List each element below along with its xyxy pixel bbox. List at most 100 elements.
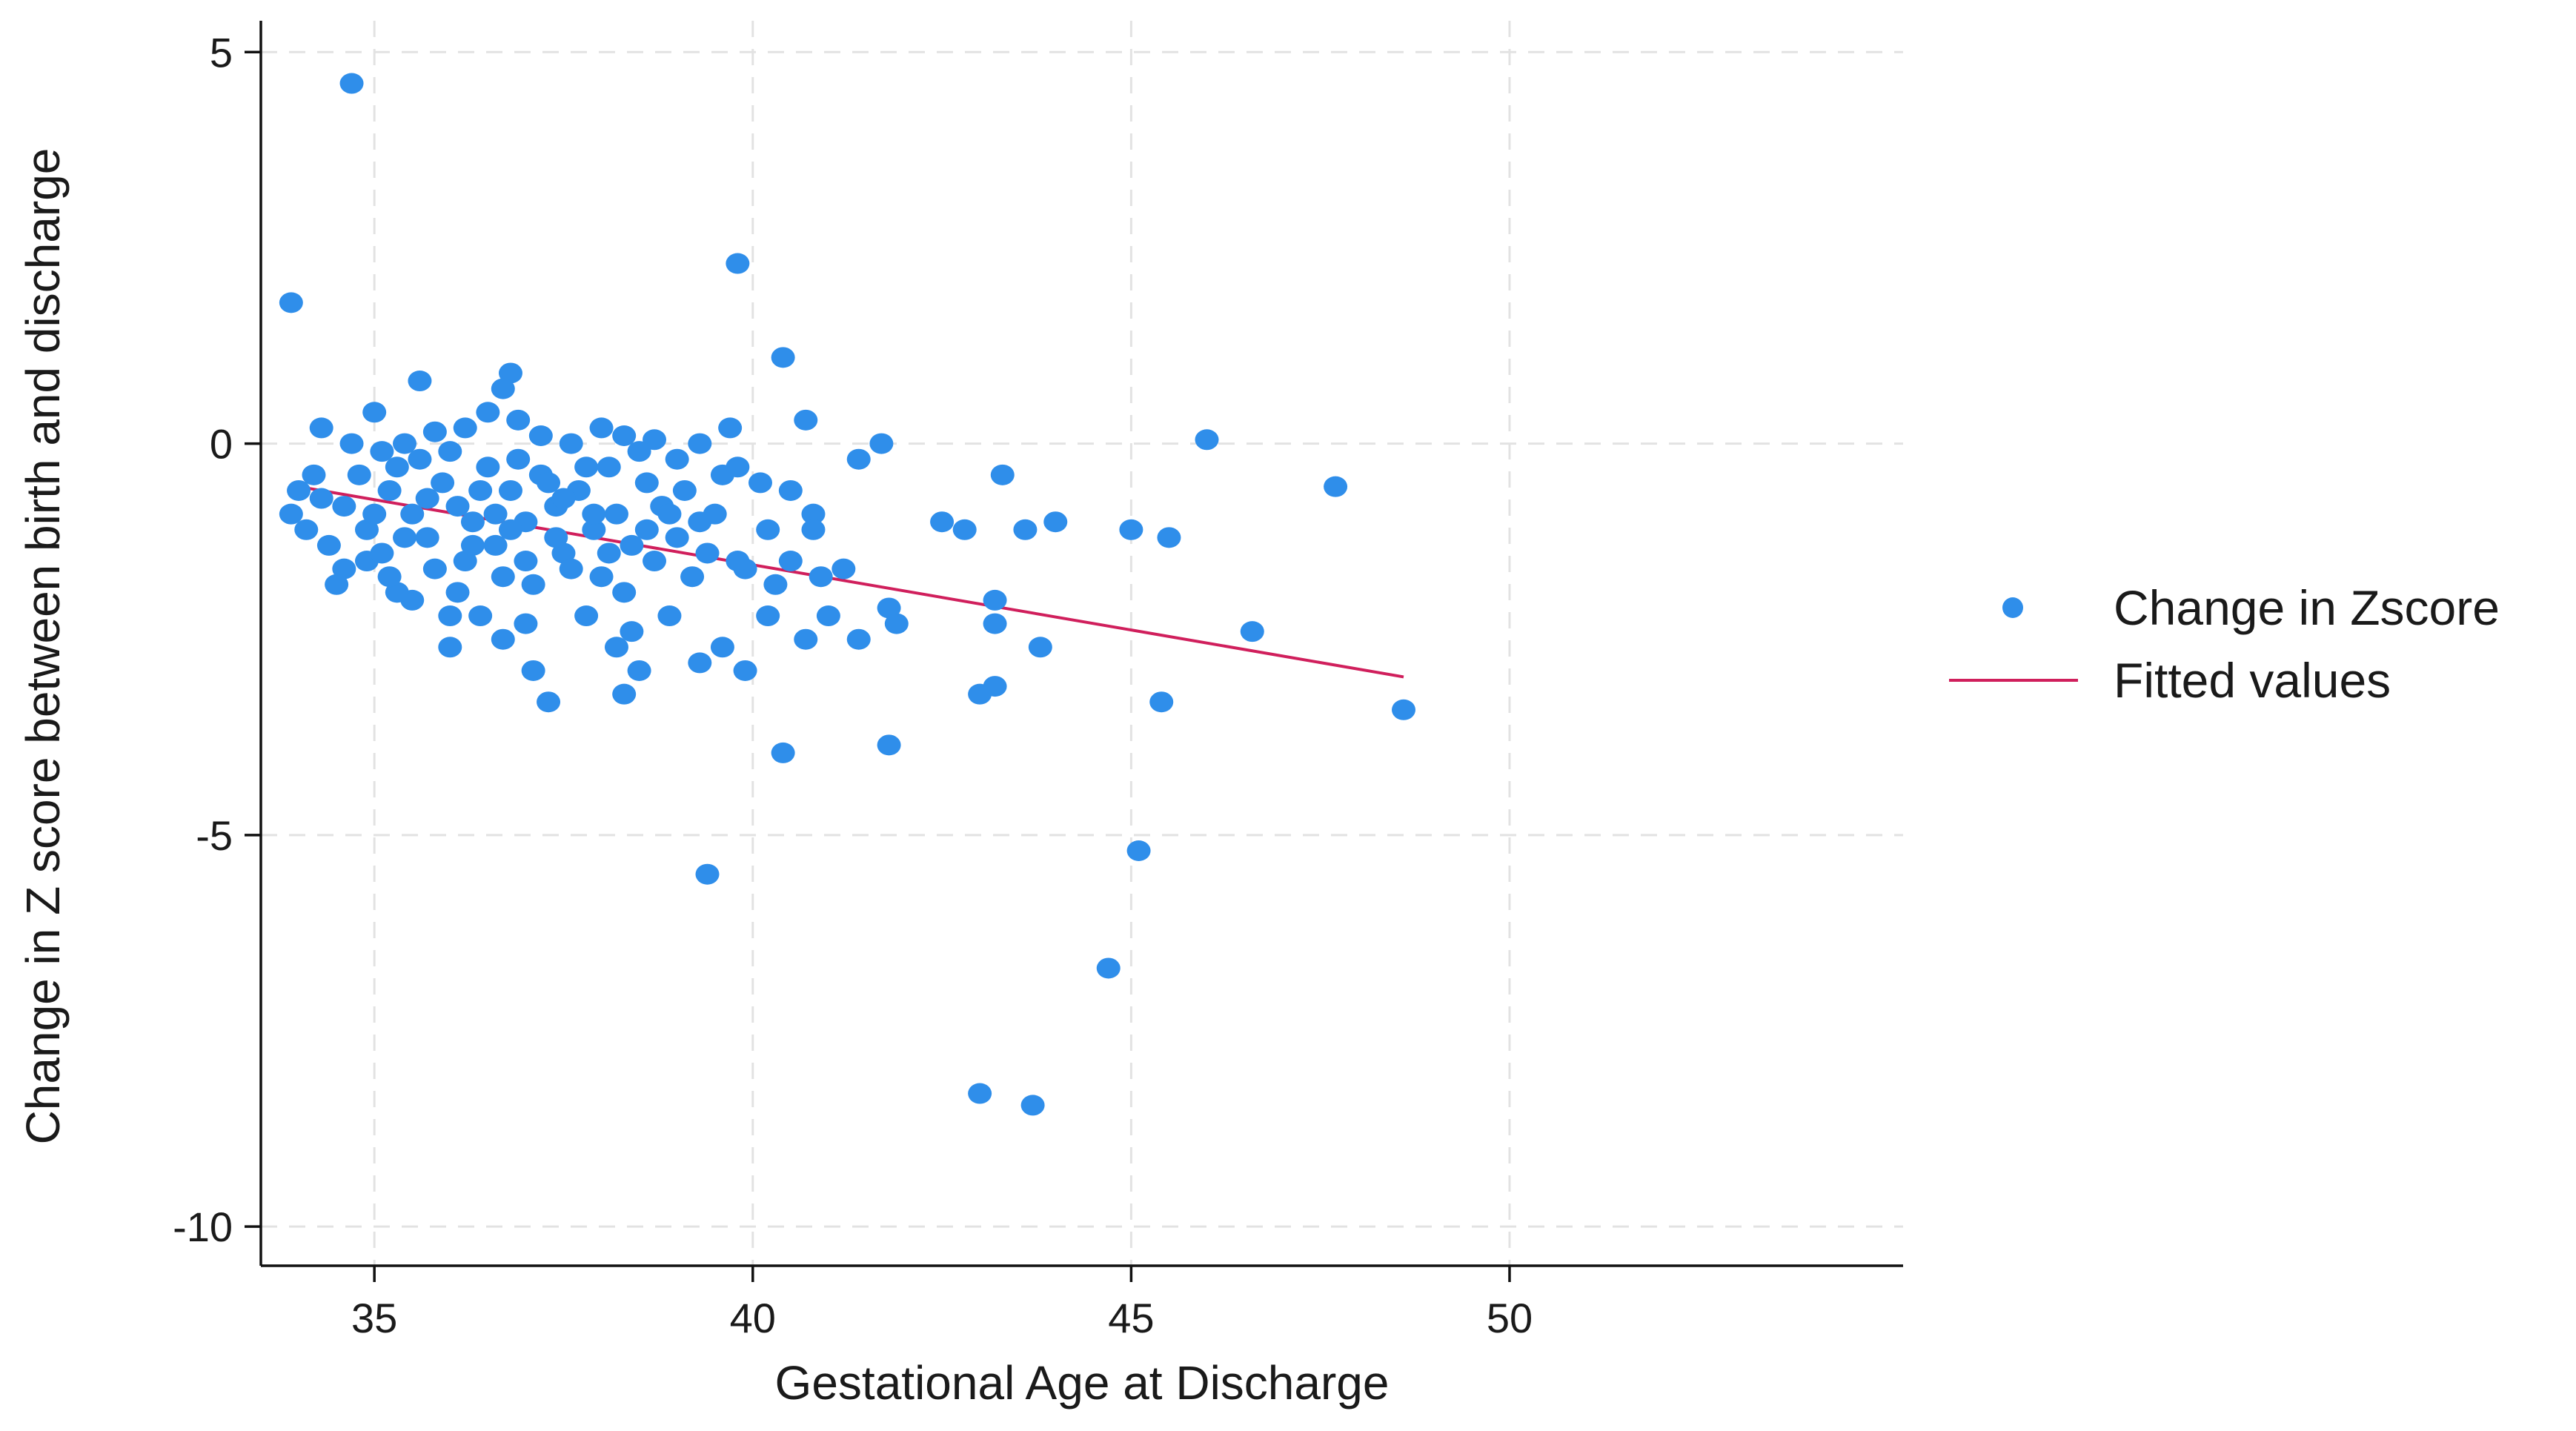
data-point-49 [620,621,644,643]
data-point-57 [491,628,515,650]
data-point-86 [370,441,394,462]
data-point-69 [801,519,826,540]
data-point-102 [483,534,508,556]
data-point-66 [748,472,772,494]
data-point-149 [415,488,439,509]
data-point-125 [574,456,599,478]
data-point-119 [385,456,409,478]
data-point-45 [612,683,637,705]
data-point-42 [733,660,757,681]
data-point-122 [468,479,493,501]
data-point-50 [521,660,545,681]
data-point-47 [604,637,628,658]
data-point-132 [559,558,583,580]
data-point-120 [408,448,432,470]
data-point-152 [514,551,538,572]
data-point-30 [771,742,795,763]
data-point-90 [279,503,303,525]
data-point-79 [559,433,583,454]
data-point-29 [877,734,901,756]
data-point-99 [445,496,470,517]
data-point-130 [491,566,515,588]
data-point-155 [657,503,682,525]
data-point-110 [597,456,621,478]
data-point-103 [498,479,522,501]
data-point-22 [983,613,1007,634]
data-point-156 [726,456,750,478]
data-point-74 [688,433,712,454]
data-point-144 [634,519,659,540]
data-point-5 [498,362,522,384]
data-point-147 [347,464,371,485]
data-point-14 [990,464,1015,485]
data-point-55 [385,582,409,603]
data-point-53 [332,558,356,580]
data-point-93 [332,496,356,517]
data-point-46 [537,691,561,713]
data-point-157 [763,574,788,595]
data-point-16 [1013,519,1038,540]
data-point-28 [1392,699,1416,720]
data-point-77 [612,425,637,446]
data-point-7 [408,371,432,392]
legend-label-fitted-values: Fitted values [2114,653,2391,708]
data-point-36 [877,597,901,619]
data-point-81 [506,409,531,431]
data-point-112 [620,534,644,556]
data-point-33 [1096,957,1121,979]
data-point-95 [377,479,402,501]
data-point-71 [726,551,750,572]
data-point-109 [582,519,606,540]
data-point-150 [445,582,470,603]
data-point-124 [537,472,561,494]
data-point-96 [400,503,425,525]
data-point-75 [665,448,689,470]
data-point-137 [325,574,349,595]
data-point-85 [393,433,417,454]
data-point-43 [710,637,734,658]
tick-marks [245,50,1511,1282]
legend-label-change-in-zscore: Change in Zscore [2114,580,2500,635]
data-point-17 [1119,519,1143,540]
data-point-111 [604,503,628,525]
data-point-78 [589,417,614,439]
data-point-9 [309,417,333,439]
data-point-64 [809,566,833,588]
data-point-67 [778,479,803,501]
data-point-133 [589,566,614,588]
data-point-76 [643,429,667,451]
data-point-154 [597,542,621,564]
data-point-153 [551,488,576,509]
data-point-141 [498,519,522,540]
data-point-31 [695,863,720,885]
data-point-61 [680,566,705,588]
data-points-layer [279,73,1416,1116]
x-tick-label-50: 50 [1487,1295,1533,1341]
data-point-34 [968,1083,992,1104]
data-point-1 [279,292,303,313]
data-point-80 [528,425,553,446]
data-point-140 [460,534,485,556]
data-point-143 [582,503,606,525]
y-tick-label-5: 5 [210,29,233,76]
data-point-38 [846,628,871,650]
data-point-92 [316,534,341,556]
data-point-6 [491,378,515,399]
data-point-19 [952,519,977,540]
data-point-84 [422,421,447,442]
data-point-73 [718,417,743,439]
data-point-8 [362,402,387,423]
data-point-25 [1028,637,1052,658]
data-point-3 [771,347,795,368]
data-point-146 [309,488,333,509]
data-point-91 [294,519,319,540]
data-point-82 [476,402,500,423]
data-point-107 [551,542,576,564]
data-point-101 [476,456,500,478]
y-axis-title: Change in Z score between birth and disc… [16,148,70,1145]
data-point-135 [643,551,667,572]
data-point-121 [438,441,462,462]
data-point-13 [1324,476,1348,497]
data-point-60 [657,605,682,627]
